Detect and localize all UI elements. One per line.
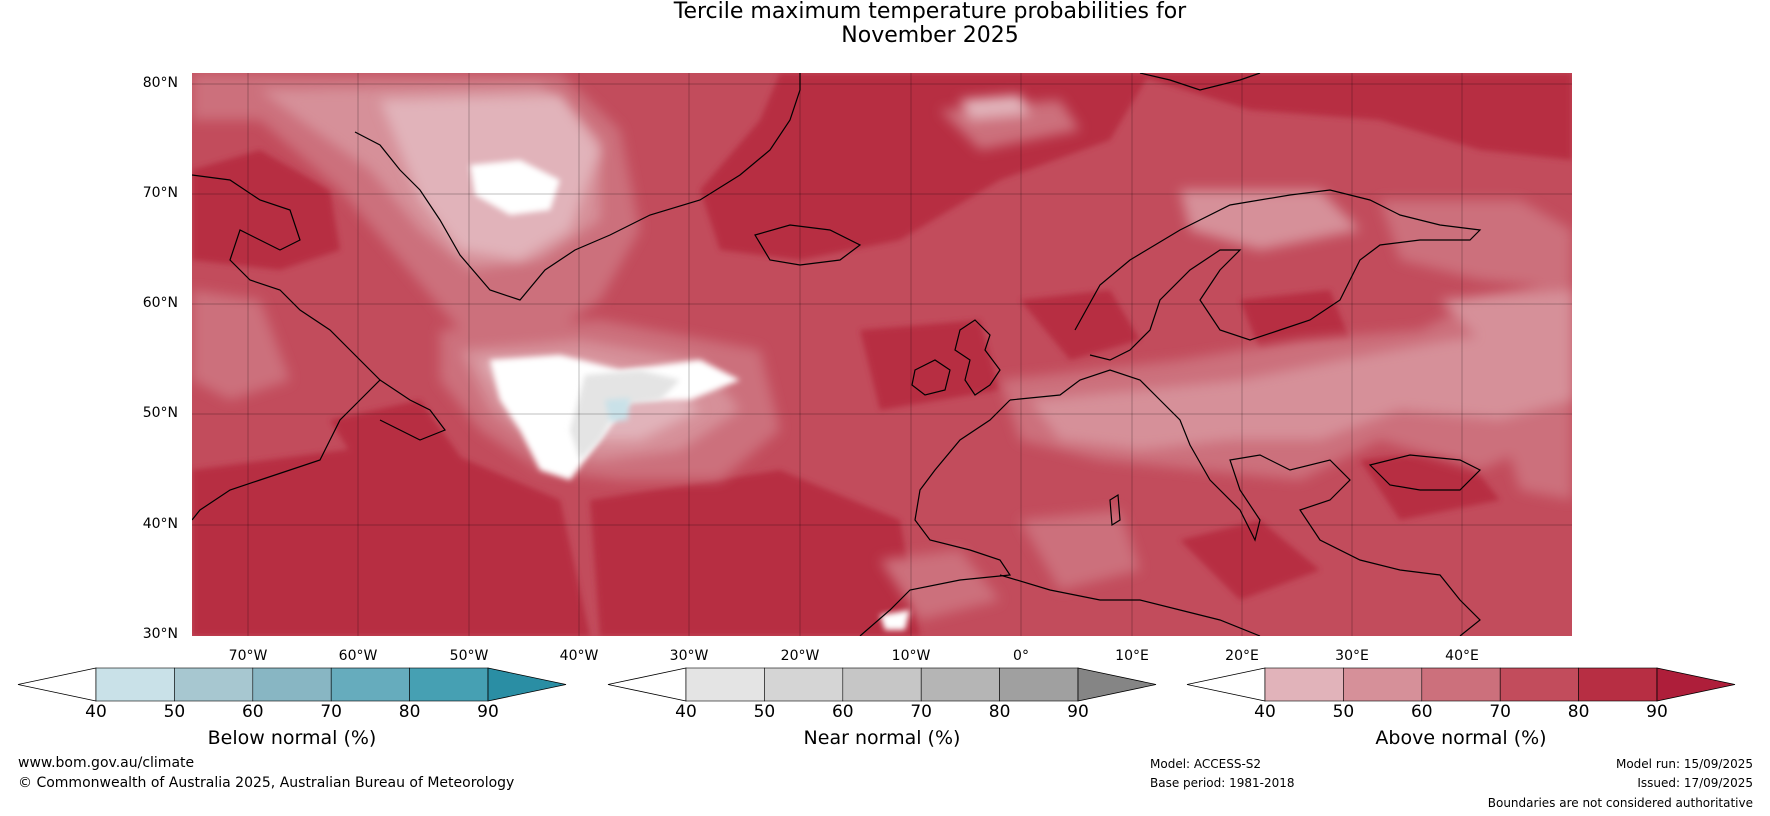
issued-text: Issued: 17/09/2025 (1637, 776, 1753, 790)
copyright-text: © Commonwealth of Australia 2025, Austra… (18, 775, 515, 791)
lat-label-40n: 40°N (142, 516, 178, 532)
above-colorbar-tick: 70 (1489, 702, 1511, 722)
field-near-normal (570, 370, 680, 460)
below-colorbar-tick: 80 (398, 702, 421, 722)
below-colorbar-segment (174, 667, 254, 702)
above-colorbar-tick: 80 (1567, 702, 1590, 722)
field-below-normal (605, 398, 630, 422)
below-colorbar-tick: 40 (85, 702, 107, 722)
near-colorbar-high-extend (1077, 667, 1157, 702)
above-colorbar-segment (1578, 667, 1658, 702)
above-colorbar-low-extend (1186, 667, 1266, 702)
below-colorbar-low-extend (17, 667, 97, 702)
map-title-line1: Tercile maximum temperature probabilitie… (673, 0, 1187, 24)
lon-label-30w: 30°W (669, 648, 709, 664)
lat-label-70n: 70°N (142, 185, 178, 201)
website-link[interactable]: www.bom.gov.au/climate (18, 755, 195, 771)
near-colorbar-tick: 90 (1067, 702, 1089, 722)
near-colorbar-tick: 80 (988, 702, 1011, 722)
probability-field (192, 73, 1572, 636)
above-colorbar-tick: 40 (1254, 702, 1276, 722)
lon-label-50w: 50°W (449, 648, 489, 664)
lon-label-40e: 40°E (1445, 648, 1479, 664)
below-colorbar-tick: 70 (320, 702, 342, 722)
below-colorbar-segment (95, 667, 175, 702)
coastlines (192, 73, 1482, 636)
colorbars (17, 667, 1736, 702)
lon-label-20e: 20°E (1225, 648, 1259, 664)
above-colorbar-tick: 90 (1646, 702, 1668, 722)
field-strong-above (192, 73, 1572, 636)
map-title: Tercile maximum temperature probabilitie… (0, 0, 1770, 48)
near-colorbar-segment (842, 667, 922, 702)
lon-label-60w: 60°W (338, 648, 378, 664)
near-colorbar-tick: 50 (753, 702, 776, 722)
below-colorbar-tick: 90 (477, 702, 499, 722)
near-colorbar-tick: 70 (910, 702, 932, 722)
map-title-line2: November 2025 (841, 23, 1019, 48)
lon-label-20w: 20°W (780, 648, 820, 664)
near-colorbar-segment (685, 667, 765, 702)
boundaries-note: Boundaries are not considered authoritat… (1487, 796, 1753, 810)
near-colorbar-segment (764, 667, 844, 702)
lon-label-0: 0° (1013, 648, 1029, 664)
below-colorbar-tick: 60 (241, 702, 264, 722)
below-colorbar-segment (409, 667, 489, 702)
lon-label-40w: 40°W (559, 648, 599, 664)
lat-label-30n: 30°N (142, 626, 178, 642)
above-colorbar-high-extend (1656, 667, 1736, 702)
above-colorbar-segment (1343, 667, 1423, 702)
above-colorbar-segment (1499, 667, 1579, 702)
model-run-text: Model run: 15/09/2025 (1615, 757, 1753, 771)
lon-label-70w: 70°W (228, 648, 268, 664)
lat-label-80n: 80°N (142, 75, 178, 91)
near-colorbar-tick: 60 (831, 702, 854, 722)
near-normal-label: Near normal (%) (803, 727, 961, 749)
below-colorbar-tick: 50 (163, 702, 186, 722)
below-normal-label: Below normal (%) (207, 727, 377, 749)
above-normal-label: Above normal (%) (1375, 727, 1547, 749)
near-colorbar-low-extend (607, 667, 687, 702)
above-colorbar-tick: 60 (1410, 702, 1433, 722)
lon-label-30e: 30°E (1335, 648, 1369, 664)
below-colorbar-segment (252, 667, 332, 702)
above-colorbar-segment (1421, 667, 1501, 702)
below-colorbar-segment (330, 667, 410, 702)
above-colorbar-segment (1264, 667, 1344, 702)
near-colorbar-tick: 40 (675, 702, 697, 722)
above-colorbar-tick: 50 (1332, 702, 1355, 722)
base-period-text: Base period: 1981-2018 (1150, 776, 1295, 790)
below-colorbar-high-extend (487, 667, 567, 702)
near-colorbar-segment (920, 667, 1000, 702)
lon-label-10w: 10°W (891, 648, 931, 664)
lat-label-60n: 60°N (142, 295, 178, 311)
model-text: Model: ACCESS-S2 (1150, 757, 1262, 771)
graticule (192, 73, 1572, 636)
lon-label-10e: 10°E (1115, 648, 1149, 664)
lat-label-50n: 50°N (142, 405, 178, 421)
near-colorbar-segment (999, 667, 1079, 702)
